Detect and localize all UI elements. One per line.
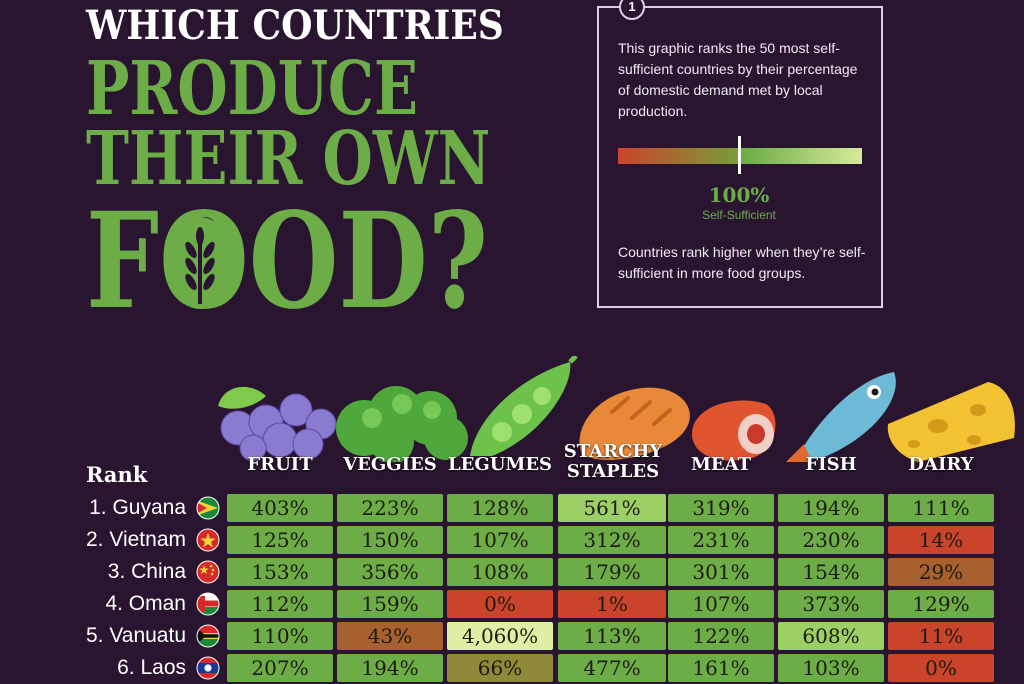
value-cell: 107% bbox=[668, 590, 774, 618]
wheat-icon bbox=[166, 217, 234, 309]
value-cell: 111% bbox=[888, 494, 994, 522]
oman-flag-icon bbox=[196, 592, 220, 616]
value-cell: 373% bbox=[778, 590, 884, 618]
value-cell: 0% bbox=[888, 654, 994, 682]
country-rank-label: 4. Oman bbox=[105, 592, 186, 615]
column-header-fruit: FRUIT bbox=[247, 454, 313, 475]
grapes-icon bbox=[218, 386, 337, 462]
value-cell: 223% bbox=[337, 494, 443, 522]
info-ranking-note: Countries rank higher when they’re self-… bbox=[618, 244, 866, 281]
rank-header: Rank bbox=[86, 462, 148, 487]
column-header-fish: FISH bbox=[805, 454, 857, 475]
country-rank-label: 1. Guyana bbox=[89, 496, 186, 519]
step-badge: 1 bbox=[619, 0, 645, 20]
value-cell: 129% bbox=[888, 590, 994, 618]
fish-icon bbox=[786, 372, 896, 462]
value-cell: 319% bbox=[668, 494, 774, 522]
value-cell: 110% bbox=[227, 622, 333, 650]
value-cell: 161% bbox=[668, 654, 774, 682]
value-cell: 356% bbox=[337, 558, 443, 586]
value-cell: 477% bbox=[558, 654, 666, 682]
country-rank-label: 3. China bbox=[107, 560, 186, 583]
value-cell: 1% bbox=[558, 590, 666, 618]
value-cell: 4,060% bbox=[447, 622, 553, 650]
value-cell: 107% bbox=[447, 526, 553, 554]
value-cell: 608% bbox=[778, 622, 884, 650]
column-header-starchy-staples: STARCHY STAPLES bbox=[563, 441, 663, 482]
value-cell: 561% bbox=[558, 494, 666, 522]
value-cell: 43% bbox=[337, 622, 443, 650]
value-cell: 108% bbox=[447, 558, 553, 586]
value-cell: 112% bbox=[227, 590, 333, 618]
meat-icon bbox=[692, 400, 776, 461]
peapod-icon bbox=[470, 356, 578, 456]
cheese-icon bbox=[887, 382, 1015, 462]
broccoli-icon bbox=[336, 386, 468, 462]
column-header-dairy: DAIRY bbox=[908, 454, 974, 475]
value-cell: 29% bbox=[888, 558, 994, 586]
value-cell: 153% bbox=[227, 558, 333, 586]
country-rank-label: 2. Vietnam bbox=[85, 528, 186, 551]
value-cell: 230% bbox=[778, 526, 884, 554]
column-header-veggies: VEGGIES bbox=[343, 454, 437, 475]
title-line-3: THEIR OWN bbox=[86, 116, 491, 202]
value-cell: 14% bbox=[888, 526, 994, 554]
value-cell: 231% bbox=[668, 526, 774, 554]
table-row: 2. Vietnam 125% 150% 107% 312% 231% 230% 14% bbox=[0, 524, 1024, 556]
scale-marker bbox=[738, 136, 741, 174]
china-flag-icon bbox=[196, 560, 220, 584]
table-row: 3. China 153% 356% 108% 179% 301% 154% 29% bbox=[0, 556, 1024, 588]
scale-label: Self-Sufficient bbox=[702, 208, 776, 222]
bread-icon bbox=[579, 387, 690, 461]
value-cell: 194% bbox=[337, 654, 443, 682]
info-description: This graphic ranks the 50 most self-suff… bbox=[618, 40, 858, 119]
guyana-flag-icon bbox=[196, 496, 220, 520]
value-cell: 66% bbox=[447, 654, 553, 682]
title-line-4: FOOD? bbox=[86, 184, 489, 339]
table-row: 6. Laos 207% 194% 66% 477% 161% 103% 0% bbox=[0, 652, 1024, 684]
value-cell: 403% bbox=[227, 494, 333, 522]
value-cell: 150% bbox=[337, 526, 443, 554]
info-box: 1 This graphic ranks the 50 most self-su… bbox=[597, 0, 883, 308]
value-cell: 113% bbox=[558, 622, 666, 650]
table-row: 5. Vanuatu 110% 43% 4,060% 113% 122% 608% 11% bbox=[0, 620, 1024, 652]
scale-value: 100% bbox=[708, 183, 770, 207]
laos-flag-icon bbox=[196, 656, 220, 680]
value-cell: 125% bbox=[227, 526, 333, 554]
country-rank-label: 5. Vanuatu bbox=[85, 624, 186, 647]
vanuatu-flag-icon bbox=[196, 624, 220, 648]
vietnam-flag-icon bbox=[196, 528, 220, 552]
value-cell: 301% bbox=[668, 558, 774, 586]
value-cell: 159% bbox=[337, 590, 443, 618]
value-cell: 312% bbox=[558, 526, 666, 554]
value-cell: 128% bbox=[447, 494, 553, 522]
table-row: 4. Oman 112% 159% 0% 1% 107% 373% 129% bbox=[0, 588, 1024, 620]
title-line-1: WHICH COUNTRIES bbox=[86, 2, 504, 49]
country-rank-label: 6. Laos bbox=[117, 656, 186, 679]
value-cell: 11% bbox=[888, 622, 994, 650]
column-header-meat: MEAT bbox=[690, 454, 752, 475]
value-cell: 122% bbox=[668, 622, 774, 650]
value-cell: 0% bbox=[447, 590, 553, 618]
title-line-2: PRODUCE bbox=[86, 46, 418, 132]
value-cell: 103% bbox=[778, 654, 884, 682]
value-cell: 154% bbox=[778, 558, 884, 586]
value-cell: 207% bbox=[227, 654, 333, 682]
value-cell: 194% bbox=[778, 494, 884, 522]
table-row: 1. Guyana 403% 223% 128% 561% 319% 194% 111% bbox=[0, 492, 1024, 524]
column-header-legumes: LEGUMES bbox=[447, 454, 553, 475]
value-cell: 179% bbox=[558, 558, 666, 586]
